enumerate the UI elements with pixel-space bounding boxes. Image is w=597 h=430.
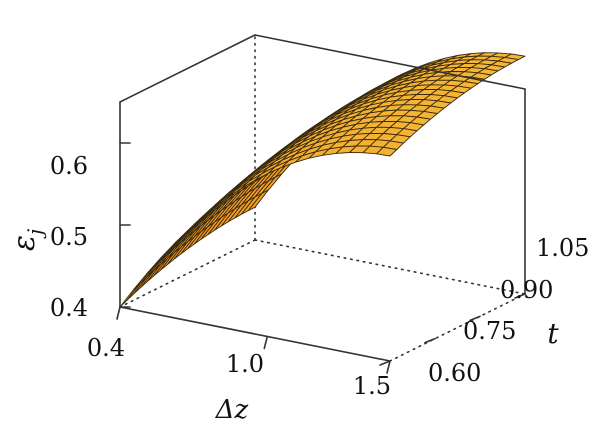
box-edge-top-back xyxy=(254,34,526,90)
box-front-edges xyxy=(119,34,526,362)
y-tick-label: 1.05 xyxy=(536,234,589,262)
z-axis-title: εj xyxy=(7,229,47,251)
x-tick-label: 1.0 xyxy=(226,350,264,378)
z-axis-title-sub: j xyxy=(23,229,47,239)
box-edge-back-bottom-left xyxy=(119,239,256,308)
surface-mesh xyxy=(119,52,526,308)
box-edge-front-bottom xyxy=(119,306,391,362)
box-edge-bottom-right-dotted xyxy=(389,293,526,362)
surface-cell xyxy=(119,282,141,308)
svg-text:εj: εj xyxy=(7,229,47,251)
y-tick-mark xyxy=(379,360,391,366)
y-tick-label: 0.75 xyxy=(463,317,516,345)
tick-marks xyxy=(116,142,526,374)
surface-cell xyxy=(376,146,398,157)
y-axis-title: t xyxy=(547,317,559,350)
x-tick-mark xyxy=(386,360,391,374)
z-tick-label: 0.6 xyxy=(50,152,88,180)
x-axis-title: Δz xyxy=(215,395,249,425)
x-tick-label: 1.5 xyxy=(353,372,391,400)
x-tick-mark xyxy=(116,306,121,320)
z-axis-title-main: ε xyxy=(7,235,42,251)
box-edge-top-left xyxy=(119,34,256,103)
x-tick-label: 0.4 xyxy=(87,334,125,362)
z-tick-label: 0.4 xyxy=(50,294,88,322)
y-tick-mark xyxy=(514,293,526,299)
z-tick-label: 0.5 xyxy=(50,223,88,251)
y-tick-mark xyxy=(424,337,436,344)
x-tick-mark xyxy=(263,335,269,350)
y-tick-label: 0.60 xyxy=(428,359,481,387)
y-tick-label: 0.90 xyxy=(500,276,553,304)
box-edge-back-bottom-right xyxy=(254,239,526,295)
y-tick-mark xyxy=(469,315,481,322)
